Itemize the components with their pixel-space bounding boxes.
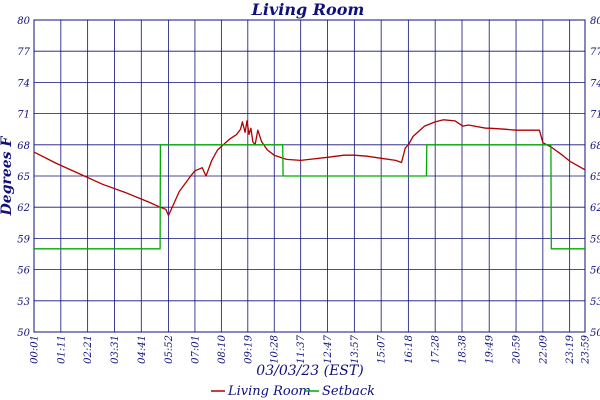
x-tick-label: 02:21 (83, 335, 94, 364)
y-tick-label-right: 80 (590, 16, 600, 27)
x-tick-label: 12:47 (323, 334, 334, 363)
y-tick-label: 65 (17, 172, 30, 183)
chart-title: Living Room (251, 0, 365, 19)
y-tick-label: 68 (17, 141, 30, 152)
y-tick-label-right: 74 (590, 78, 600, 89)
y-tick-label-right: 56 (590, 266, 600, 277)
y-tick-label: 77 (17, 47, 30, 58)
y-tick-label-right: 71 (590, 110, 600, 121)
x-tick-label: 19:49 (485, 334, 496, 363)
series-setback-line (34, 144, 585, 250)
y-tick-label: 53 (17, 297, 30, 308)
y-tick-label-right: 53 (590, 297, 600, 308)
x-tick-label: 07:01 (190, 335, 201, 364)
x-tick-label: 23:59 (581, 334, 592, 364)
x-tick-label: 20:59 (512, 334, 523, 364)
y-tick-label: 71 (17, 110, 30, 121)
series-lines (33, 119, 586, 250)
y-axis-left-ticks: 50 53 56 59 62 65 68 71 74 77 80 (17, 16, 30, 339)
x-axis-ticks: 00:01 01:11 02:21 03:31 04:41 05:52 07:01 08:10… (30, 334, 592, 364)
x-tick-label: 10:28 (270, 335, 281, 364)
x-axis-label: 03/03/23 (EST) (256, 363, 363, 379)
x-tick-label: 22:09 (538, 334, 549, 364)
y-tick-label-right: 59 (590, 234, 600, 245)
x-tick-label: 03:31 (110, 335, 121, 364)
legend-label: Living Room (227, 384, 311, 399)
legend-label: Setback (322, 384, 375, 399)
y-axis-right-ticks: 50 53 56 59 62 65 68 71 74 77 80 (590, 16, 600, 339)
y-tick-label-right: 50 (590, 328, 600, 339)
y-tick-label-right: 68 (590, 141, 600, 152)
x-tick-label: 04:41 (137, 335, 148, 364)
y-tick-label-right: 77 (590, 47, 600, 58)
x-tick-label: 11:37 (296, 334, 307, 363)
x-tick-label: 01:11 (56, 335, 67, 364)
x-tick-label: 13:57 (350, 334, 361, 363)
series-living-room-line (33, 119, 586, 217)
x-tick-label: 05:52 (164, 335, 175, 364)
y-tick-label: 62 (17, 203, 30, 214)
x-tick-label: 00:01 (30, 335, 41, 364)
y-tick-label: 56 (17, 266, 30, 277)
y-tick-label: 50 (17, 328, 30, 339)
x-tick-label: 23:19 (565, 334, 576, 364)
x-tick-label: 09:19 (243, 334, 254, 363)
x-tick-label: 18:38 (458, 335, 469, 364)
y-tick-label: 80 (17, 16, 30, 27)
x-tick-label: 16:18 (404, 335, 415, 364)
y-tick-label-right: 65 (590, 172, 600, 183)
y-axis-label: Degrees F (0, 136, 15, 217)
y-tick-label-right: 62 (590, 203, 600, 214)
x-tick-label: 17:28 (431, 335, 442, 364)
x-tick-label: 15:07 (377, 334, 388, 363)
y-tick-label: 59 (17, 234, 30, 245)
y-tick-label: 74 (17, 78, 30, 89)
x-tick-label: 08:10 (217, 334, 228, 363)
legend: Living Room Setback (211, 384, 375, 399)
grid (33, 19, 586, 333)
